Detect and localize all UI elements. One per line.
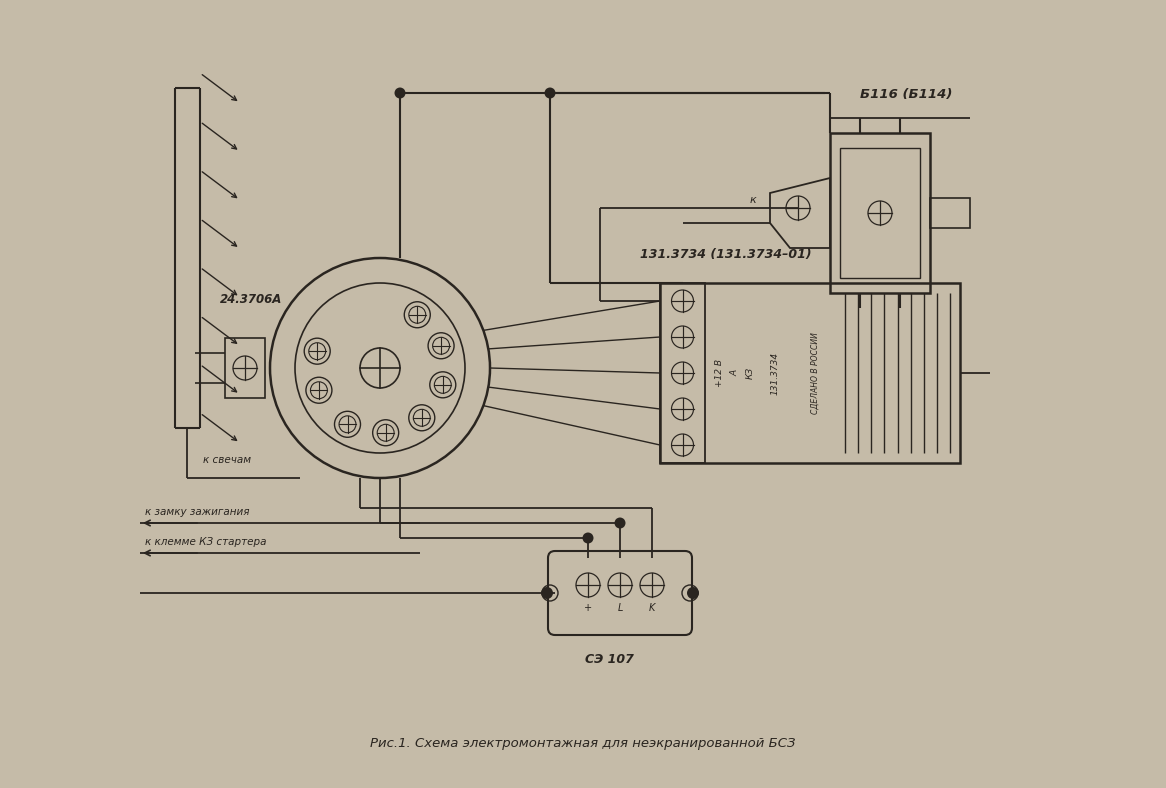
Text: Б116 (Б114): Б116 (Б114) [861, 88, 953, 101]
Text: +12 В: +12 В [716, 359, 724, 387]
Text: 131.3734: 131.3734 [771, 351, 780, 395]
Circle shape [394, 87, 406, 98]
Bar [830, 133, 930, 293]
Text: +: + [584, 603, 592, 613]
Text: СДЕЛАНО В РОССИИ: СДЕЛАНО В РОССИИ [810, 332, 820, 414]
Text: СЭ 107: СЭ 107 [585, 653, 634, 666]
Text: 131.3734 (131.3734–01): 131.3734 (131.3734–01) [640, 248, 812, 261]
Circle shape [583, 533, 593, 544]
Bar [660, 283, 705, 463]
Text: L: L [617, 603, 623, 613]
Bar [660, 283, 960, 463]
Bar [930, 198, 970, 228]
Circle shape [541, 587, 553, 599]
Circle shape [545, 87, 555, 98]
Text: к: к [750, 195, 757, 205]
Bar [840, 148, 920, 278]
Bar [225, 338, 265, 398]
Text: к замку зажигания: к замку зажигания [145, 507, 250, 517]
Text: к свечам: к свечам [203, 455, 251, 465]
Circle shape [614, 518, 625, 529]
Circle shape [687, 587, 698, 599]
Text: КЗ: КЗ [745, 367, 754, 379]
Text: к клемме КЗ стартера: к клемме КЗ стартера [145, 537, 267, 547]
Text: K: K [648, 603, 655, 613]
Text: Рис.1. Схема электромонтажная для неэкранированной БСЗ: Рис.1. Схема электромонтажная для неэкра… [371, 737, 795, 749]
Text: 24.3706А: 24.3706А [220, 293, 282, 306]
Text: А: А [731, 370, 739, 376]
